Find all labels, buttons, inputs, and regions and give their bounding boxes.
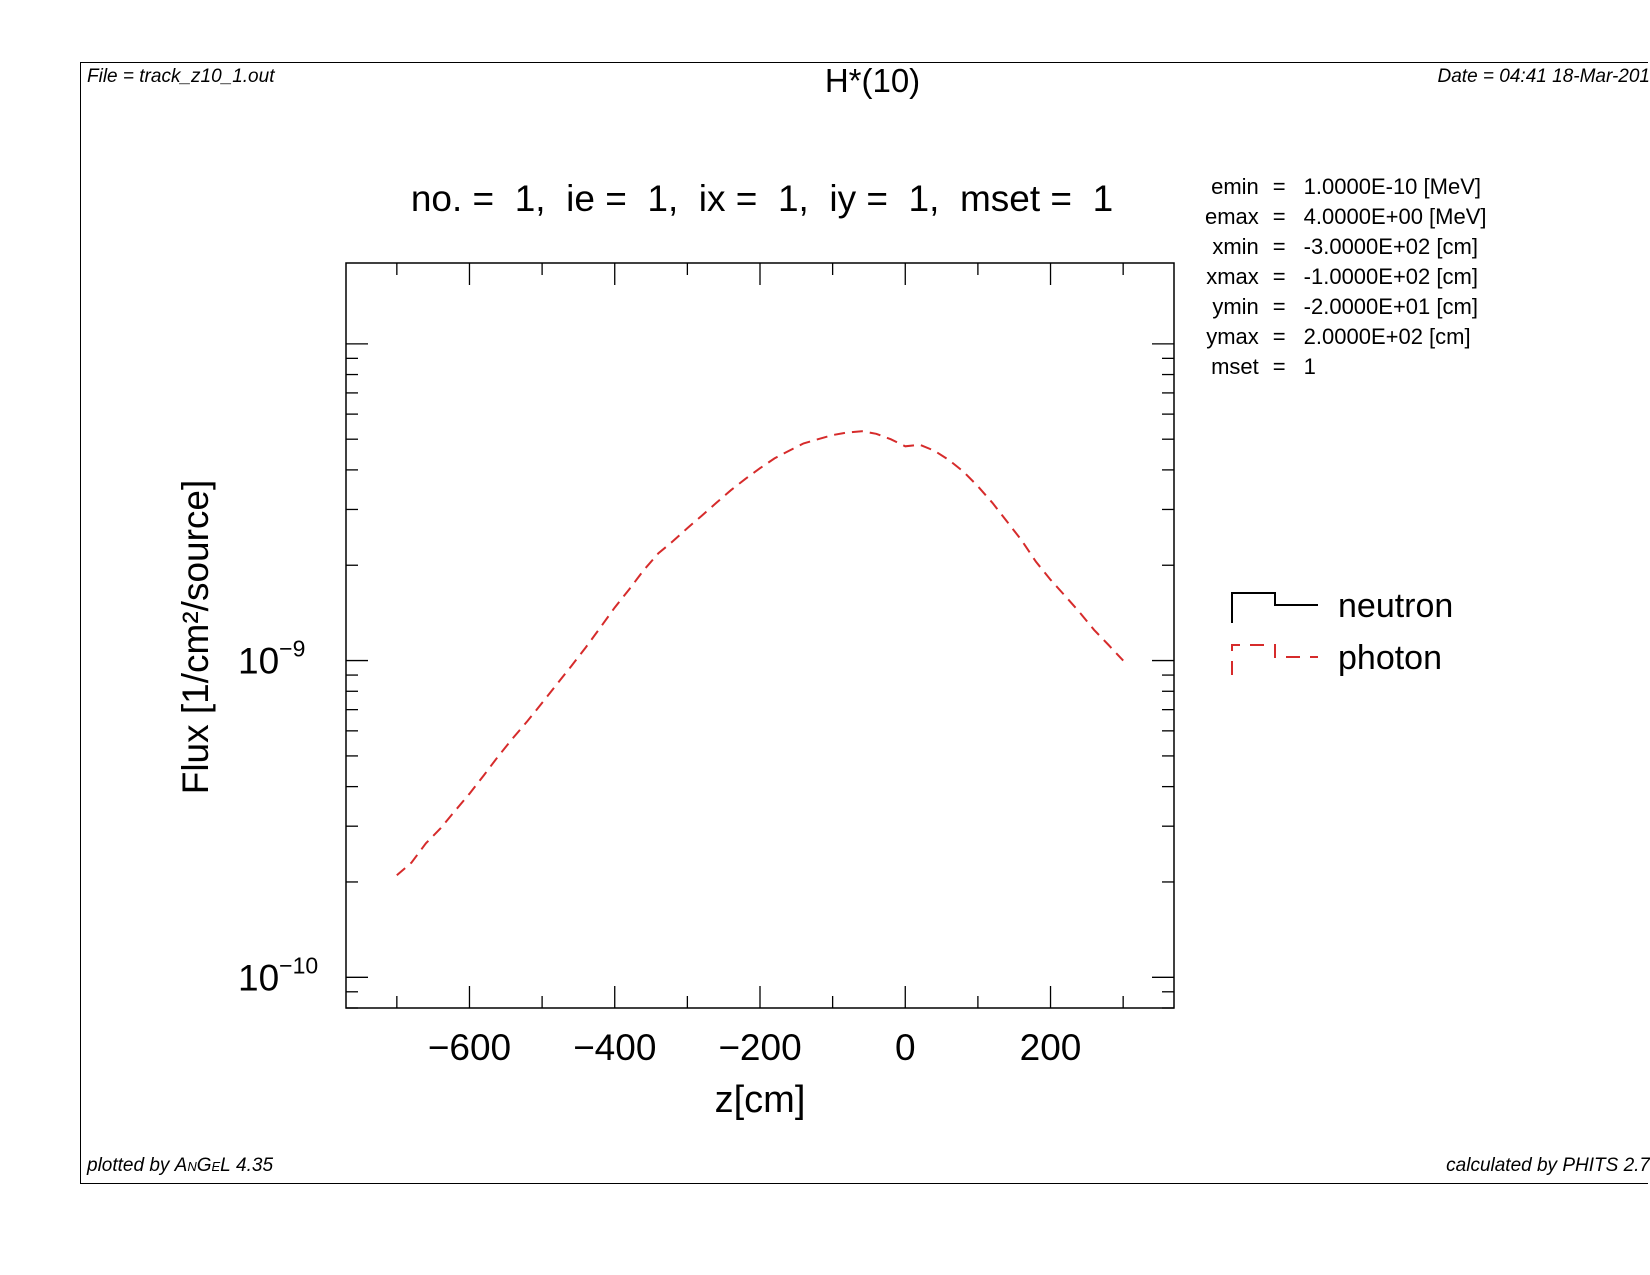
chart-subtitle: no. = 1, ie = 1, ix = 1, iy = 1, mset = … (410, 178, 1114, 219)
param-key: ymax (1206, 324, 1259, 349)
plot-frame (80, 62, 1648, 1184)
legend-swatch-neutron (1231, 592, 1318, 623)
param-key: ymin (1212, 294, 1259, 319)
y-tick-base: 10 (238, 641, 279, 682)
x-tick-labels: −600 −400 −200 0 200 (428, 1027, 1082, 1068)
series-line-photon (396, 430, 1124, 877)
x-tick-label: −400 (573, 1027, 656, 1068)
angel-version: 4.35 (230, 1155, 274, 1176)
plotted-prefix: plotted by (87, 1155, 175, 1176)
param-row: mset = 1 (1205, 352, 1487, 382)
phits-version: 2.7 (1618, 1155, 1650, 1176)
axis-ticks (346, 263, 1174, 1009)
plot-area (345, 262, 1175, 1009)
y-tick-exponent: −10 (279, 952, 318, 978)
param-row: ymin = -2.0000E+01 [cm] (1205, 292, 1487, 322)
series-layer (396, 430, 1124, 877)
date-label: Date = 04:41 18-Mar-201 (1437, 66, 1650, 87)
y-tick-label: 10−9 (238, 636, 305, 682)
y-tick-exponent: −9 (279, 636, 305, 662)
parameter-table: emin = 1.0000E-10 [MeV] emax = 4.0000E+00 [Me… (1205, 172, 1487, 382)
param-value: 2.0000E+02 [cm] (1303, 324, 1471, 349)
param-key: emin (1211, 174, 1259, 199)
y-tick-base: 10 (238, 957, 279, 998)
legend-swatch-photon (1231, 644, 1318, 675)
y-tick-label: 10−10 (238, 952, 318, 998)
param-value: -2.0000E+01 [cm] (1303, 294, 1478, 319)
x-tick-label: −600 (428, 1027, 511, 1068)
phits-name: PHITS (1562, 1155, 1619, 1176)
legend: neutron photon (1231, 587, 1453, 677)
param-value: 1 (1303, 354, 1316, 379)
param-eq: = (1272, 264, 1286, 289)
x-tick-label: −200 (718, 1027, 801, 1068)
x-tick-label: 0 (895, 1027, 916, 1068)
param-key: xmax (1206, 264, 1259, 289)
param-eq: = (1272, 324, 1286, 349)
param-eq: = (1272, 204, 1286, 229)
file-label: File = track_z10_1.out (87, 66, 275, 87)
param-value: -3.0000E+02 [cm] (1303, 234, 1478, 259)
calculated-by-label: calculated by PHITS 2.7 (1446, 1155, 1650, 1177)
param-value: 4.0000E+00 [MeV] (1303, 204, 1487, 229)
param-row: ymax = 2.0000E+02 [cm] (1205, 322, 1487, 352)
param-eq: = (1272, 294, 1286, 319)
x-tick-label: 200 (1020, 1027, 1082, 1068)
param-key: xmin (1212, 234, 1259, 259)
param-eq: = (1272, 234, 1286, 259)
param-value: -1.0000E+02 [cm] (1303, 264, 1478, 289)
main-title: H*(10) (824, 62, 921, 99)
y-axis-label: Flux [1/cm²/source] (175, 480, 216, 795)
y-tick-labels: 10−910−10 (238, 636, 318, 999)
angel-name: AnGeL (174, 1155, 231, 1176)
param-eq: = (1272, 354, 1286, 379)
calc-prefix: calculated by (1446, 1155, 1563, 1176)
legend-label-neutron: neutron (1338, 587, 1453, 625)
param-eq: = (1272, 174, 1286, 199)
param-value: 1.0000E-10 [MeV] (1303, 174, 1481, 199)
param-key: emax (1205, 204, 1259, 229)
x-axis-label: z[cm] (715, 1079, 806, 1121)
param-row: emin = 1.0000E-10 [MeV] (1205, 172, 1487, 202)
param-row: emax = 4.0000E+00 [MeV] (1205, 202, 1487, 232)
param-row: xmin = -3.0000E+02 [cm] (1205, 232, 1487, 262)
legend-label-photon: photon (1338, 639, 1442, 677)
plotted-by-label: plotted by AnGeL 4.35 (87, 1155, 273, 1177)
param-row: xmax = -1.0000E+02 [cm] (1205, 262, 1487, 292)
param-key: mset (1211, 354, 1259, 379)
